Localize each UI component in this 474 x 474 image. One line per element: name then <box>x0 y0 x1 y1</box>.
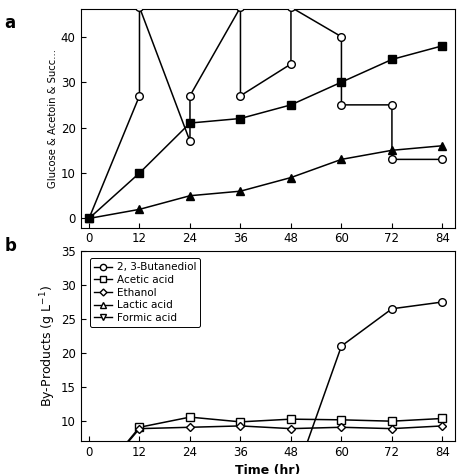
X-axis label: Time (hr): Time (hr) <box>235 251 301 264</box>
Text: a: a <box>5 14 16 32</box>
X-axis label: Time (hr): Time (hr) <box>235 464 301 474</box>
Y-axis label: Glucose & Acetoin & Succ...: Glucose & Acetoin & Succ... <box>48 49 58 188</box>
Text: b: b <box>5 237 17 255</box>
Y-axis label: By-Products (g L$^{-1}$): By-Products (g L$^{-1}$) <box>38 285 58 407</box>
Legend: 2, 3-Butanediol, Acetic acid, Ethanol, Lactic acid, Formic acid: 2, 3-Butanediol, Acetic acid, Ethanol, L… <box>90 258 201 327</box>
